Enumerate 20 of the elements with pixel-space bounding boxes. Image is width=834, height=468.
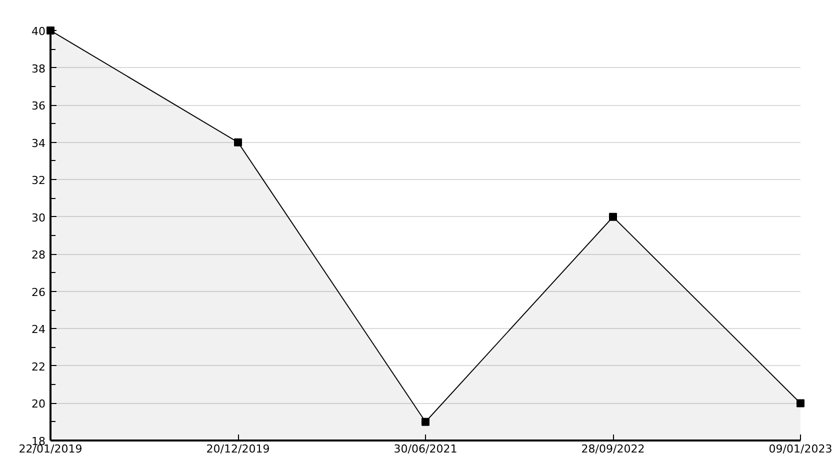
y-tick-label: 26 — [32, 286, 46, 299]
x-tick-label: 20/12/2019 — [206, 442, 270, 456]
y-tick-label: 36 — [32, 100, 46, 113]
y-tick-label: 28 — [32, 248, 46, 262]
y-tick-label: 24 — [32, 323, 46, 336]
y-tick-label: 30 — [32, 211, 46, 224]
point — [422, 418, 430, 426]
x-tick-label: 30/06/2021 — [394, 442, 458, 456]
y-tick-label: 40 — [32, 25, 46, 38]
x-tick-label: 09/01/2023 — [768, 442, 832, 456]
point — [234, 138, 242, 146]
y-tick-label: 22 — [32, 360, 46, 374]
y-tick-label: 32 — [32, 174, 46, 188]
y-tick-label: 20 — [32, 398, 46, 411]
point — [609, 212, 617, 221]
y-tick-label: 38 — [32, 62, 46, 76]
y-tick-label: 34 — [32, 136, 46, 150]
point — [796, 399, 804, 408]
point — [46, 26, 54, 34]
x-tick-label: 28/09/2022 — [581, 442, 645, 456]
